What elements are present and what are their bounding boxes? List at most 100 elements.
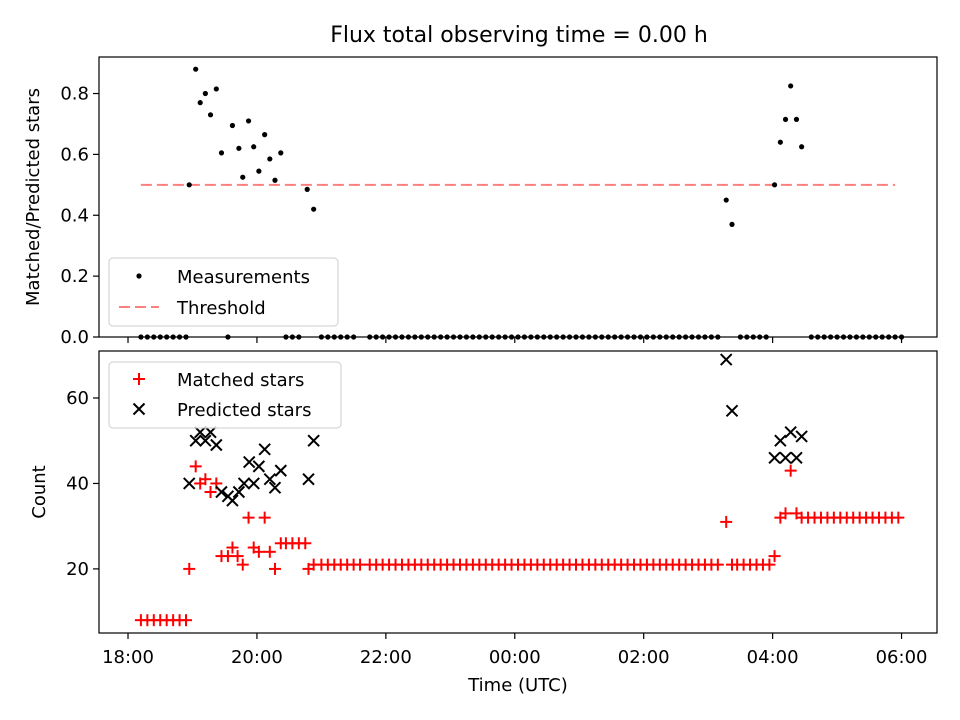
matched-star-point — [252, 545, 265, 558]
legend-matched-marker — [133, 373, 145, 385]
ratio-y-tick-label: 0.0 — [60, 327, 89, 348]
measurement-point — [218, 150, 225, 156]
measurement-point — [729, 221, 735, 227]
predicted-star-point — [258, 443, 271, 456]
matched-star-point — [263, 545, 276, 558]
measurement-point — [193, 66, 199, 72]
matched-star-point — [763, 558, 776, 571]
predicted-star-point — [795, 430, 808, 443]
matched-star-point — [779, 507, 792, 520]
matched-star-point — [236, 558, 249, 571]
x-tick-label: 20:00 — [231, 647, 283, 668]
matched-star-point — [720, 515, 733, 528]
predicted-star-point — [237, 477, 251, 490]
x-axis-label: Time (UTC) — [467, 675, 568, 696]
measurement-point — [207, 112, 214, 118]
matched-star-point — [231, 550, 244, 563]
predicted-star-point — [183, 477, 196, 490]
ratio-legend-box — [108, 257, 339, 327]
predicted-star-point — [268, 481, 282, 494]
predicted-star-point — [725, 404, 739, 418]
x-tick-label: 04:00 — [747, 647, 799, 668]
count-y-tick-label: 60 — [66, 388, 89, 409]
measurement-point — [799, 144, 805, 150]
measurement-point — [236, 145, 242, 151]
legend-predicted-marker — [132, 402, 146, 416]
measurement-point — [186, 182, 192, 188]
predicted-star-point — [199, 434, 212, 447]
measurement-point — [251, 144, 257, 150]
ratio-y-axis-label: Matched/Predicted stars — [23, 88, 44, 306]
matched-star-point — [268, 562, 281, 575]
x-tick-label: 18:00 — [102, 647, 154, 668]
legend-x-glyph — [132, 402, 146, 416]
count-x-ticks: 18:00 20:00 22:00 00:00 02:00 04:00 06:00 — [102, 633, 927, 668]
predicted-star-point — [193, 425, 207, 439]
predicted-star-point — [720, 353, 733, 366]
legend-matched-label: Matched stars — [177, 370, 304, 391]
measurement-point — [311, 206, 317, 212]
matched-star-point — [204, 486, 217, 498]
matched-star-point — [189, 460, 202, 473]
measurement-point — [240, 174, 246, 180]
predicted-star-point — [302, 472, 315, 486]
x-tick-label: 02:00 — [618, 647, 670, 668]
ratio-y-tick-label: 0.4 — [60, 205, 89, 226]
predicted-star-point — [226, 494, 239, 507]
ratio-x-ticks — [127, 337, 903, 343]
predicted-star-point — [247, 477, 260, 490]
predicted-star-point — [189, 434, 202, 447]
matched-star-point — [183, 562, 196, 575]
predicted-star-point — [790, 451, 803, 465]
matched-star-point — [299, 537, 312, 550]
measurement-point — [723, 197, 729, 203]
measurement-point — [245, 118, 252, 124]
legend-plus-glyph — [133, 373, 145, 385]
measurement-point — [304, 186, 310, 192]
count-panel: 20 40 60 18:00 20:00 22:00 00:00 02:00 04:00 06:… — [29, 350, 938, 696]
measurement-point — [782, 116, 789, 122]
ratio-plot-frame — [98, 56, 938, 338]
legend-predicted-label: Predicted stars — [177, 400, 311, 421]
predicted-stars-points — [183, 353, 808, 507]
measurement-point — [793, 116, 800, 122]
x-tick-label: 06:00 — [876, 647, 928, 668]
count-y-ticks: 20 40 60 — [66, 388, 99, 580]
measurement-point — [213, 86, 219, 92]
predicted-star-point — [210, 438, 223, 452]
predicted-star-point — [252, 460, 266, 473]
ratio-y-tick-label: 0.2 — [60, 266, 89, 287]
measurement-point — [267, 156, 273, 162]
predicted-star-point — [204, 425, 217, 439]
predicted-star-point — [779, 451, 792, 465]
matched-star-point — [784, 464, 797, 477]
matched-star-point — [199, 473, 212, 486]
ratio-y-tick-label: 0.8 — [60, 84, 89, 105]
matched-stars-points — [134, 460, 905, 627]
measurement-point — [272, 177, 278, 183]
legend-measurements-label: Measurements — [177, 267, 310, 288]
ratio-panel: 0.00.20.40.60.8 Matched/Predicted stars … — [23, 56, 938, 348]
matched-star-point — [226, 541, 239, 554]
predicted-star-point — [784, 425, 797, 439]
chart-title: Flux total observing time = 0.00 h — [330, 23, 708, 48]
predicted-star-point — [232, 485, 246, 499]
matched-star-point — [768, 550, 781, 563]
measurement-point — [202, 90, 208, 97]
predicted-star-point — [274, 464, 287, 477]
measurement-point — [197, 100, 203, 106]
ratio-legend: Measurements Threshold — [108, 257, 339, 327]
predicted-star-point — [215, 485, 228, 499]
x-tick-label: 00:00 — [489, 647, 541, 668]
matched-star-point — [180, 614, 193, 627]
count-legend-box — [108, 361, 342, 429]
count-y-tick-label: 40 — [66, 473, 89, 494]
measurement-point — [262, 132, 268, 138]
predicted-star-point — [263, 472, 277, 486]
measurement-point — [256, 168, 262, 174]
legend-measurement-marker — [136, 273, 142, 279]
matched-star-point — [258, 511, 271, 524]
predicted-star-point — [768, 451, 781, 465]
ratio-y-tick-label: 0.6 — [60, 144, 89, 165]
